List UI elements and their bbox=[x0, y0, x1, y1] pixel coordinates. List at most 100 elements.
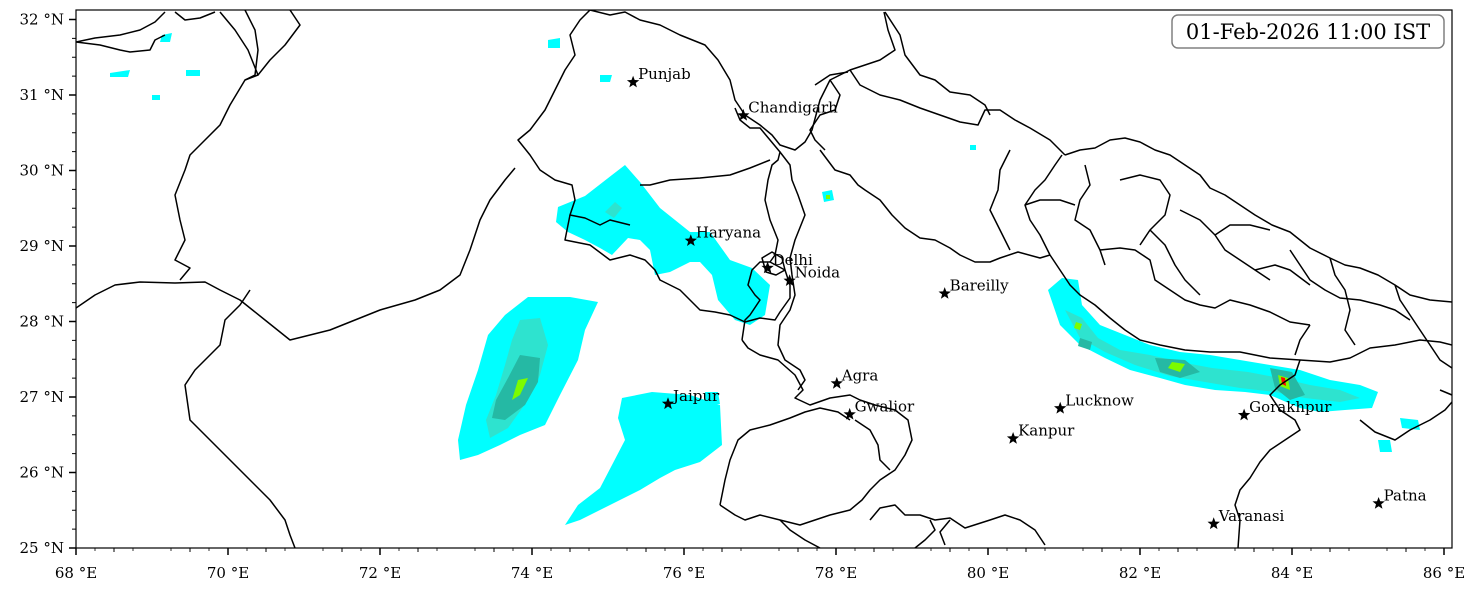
star-icon bbox=[843, 407, 856, 420]
star-icon bbox=[1054, 401, 1067, 414]
precip-area-haryana bbox=[556, 165, 770, 325]
star-icon bbox=[684, 234, 697, 246]
city-label: Noida bbox=[795, 264, 841, 282]
x-axis: 68 °E 70 °E 72 °E 74 °E 76 °E 78 °E 80 °E 82 °E… bbox=[55, 548, 1465, 582]
y-tick-label: 26 °N bbox=[20, 464, 64, 482]
city-label: Delhi bbox=[773, 251, 813, 269]
star-icon bbox=[938, 287, 951, 299]
city-marker-punjab: Punjab bbox=[626, 65, 691, 88]
boundary-pakistan-1 bbox=[174, 11, 259, 281]
city-marker-chandigarh: Chandigarh bbox=[737, 98, 838, 121]
boundary-up-mp-south bbox=[779, 504, 1046, 548]
boundary-mp-rajasthan bbox=[719, 407, 851, 506]
star-icon bbox=[830, 376, 843, 389]
city-label: Agra bbox=[841, 366, 879, 384]
y-tick-label: 29 °N bbox=[20, 237, 64, 255]
city-marker-haryana: Haryana bbox=[684, 224, 761, 246]
boundary-nepal-districts-1 bbox=[1074, 164, 1311, 326]
city-marker-jaipur: Jaipur bbox=[661, 387, 720, 410]
boundary-pakistan-afghan bbox=[76, 10, 259, 81]
city-label: Jaipur bbox=[671, 387, 720, 405]
precip-area-uttarakhand-2 bbox=[826, 195, 830, 199]
precip-area-haryana-inner bbox=[605, 202, 622, 218]
precip-area-jaipur-2 bbox=[705, 392, 720, 404]
precip-area-rajasthan-west-4 bbox=[512, 378, 528, 400]
city-marker-agra: Agra bbox=[830, 366, 879, 389]
y-tick-label: 30 °N bbox=[20, 162, 64, 180]
timestamp-box: 01-Feb-2026 11:00 IST bbox=[1171, 14, 1445, 49]
boundary-lines bbox=[76, 10, 1452, 548]
city-label: Punjab bbox=[638, 65, 691, 83]
y-axis: 25 °N 26 °N 27 °N 28 °N 29 °N 30 °N 31 °N 32 °N bbox=[20, 11, 76, 557]
y-tick-label: 27 °N bbox=[20, 388, 64, 406]
precip-area-jaipur bbox=[565, 392, 722, 525]
city-label: Kanpur bbox=[1018, 422, 1075, 440]
star-icon bbox=[1372, 497, 1385, 509]
boundary-uttarakhand-up bbox=[777, 149, 1051, 391]
star-icon bbox=[737, 108, 750, 121]
y-tick-label: 28 °N bbox=[20, 313, 64, 331]
star-icon bbox=[626, 75, 640, 88]
precip-area-terai-2 bbox=[1065, 310, 1360, 402]
city-marker-bareilly: Bareilly bbox=[938, 277, 1009, 299]
city-label: Varanasi bbox=[1218, 507, 1285, 525]
star-icon bbox=[1237, 408, 1251, 421]
city-label: Lucknow bbox=[1065, 391, 1134, 409]
star-icon bbox=[1006, 432, 1020, 444]
boundary-misc-south bbox=[914, 519, 936, 548]
x-tick-label: 84 °E bbox=[1271, 564, 1313, 582]
city-marker-gorakhpur: Gorakhpur bbox=[1237, 398, 1332, 421]
boundary-bihar-east bbox=[1359, 389, 1452, 441]
city-marker-patna: Patna bbox=[1372, 486, 1427, 509]
y-tick-label: 31 °N bbox=[20, 86, 64, 104]
city-label: Gorakhpur bbox=[1249, 398, 1332, 416]
x-tick-label: 78 °E bbox=[815, 564, 857, 582]
boundary-pakistan-3 bbox=[257, 10, 301, 76]
timestamp-frame bbox=[1171, 14, 1445, 49]
boundary-india-pak-punjab bbox=[517, 10, 631, 226]
x-tick-label: 70 °E bbox=[207, 564, 249, 582]
boundary-nepal-districts-3 bbox=[989, 149, 1311, 296]
boundary-uttarakhand-nepal bbox=[1024, 154, 1063, 256]
city-marker-gwalior: Gwalior bbox=[843, 397, 915, 420]
boundary-jk-hp bbox=[589, 10, 896, 151]
boundary-pakistan-south bbox=[184, 289, 296, 548]
city-marker-kanpur: Kanpur bbox=[1006, 422, 1075, 444]
precipitation-layer bbox=[110, 33, 1420, 525]
plot-area bbox=[76, 10, 1452, 548]
boundary-up-bihar bbox=[1234, 359, 1301, 548]
city-label: Haryana bbox=[696, 224, 761, 242]
boundary-uttarakhand-misc bbox=[809, 11, 991, 151]
star-icon bbox=[661, 397, 675, 410]
boundary-nepal-north bbox=[1064, 137, 1452, 303]
city-marker-lucknow: Lucknow bbox=[1054, 391, 1134, 414]
city-marker-noida: Noida bbox=[783, 264, 841, 286]
city-marker-varanasi: Varanasi bbox=[1207, 507, 1285, 530]
city-marker-delhi: Delhi bbox=[761, 251, 813, 274]
y-tick-label: 32 °N bbox=[20, 11, 64, 29]
city-label: Gwalior bbox=[855, 397, 915, 415]
x-tick-label: 68 °E bbox=[55, 564, 97, 582]
boundary-up-mp bbox=[719, 339, 913, 526]
timestamp-label: 01-Feb-2026 11:00 IST bbox=[1186, 20, 1430, 44]
city-label: Patna bbox=[1384, 486, 1427, 504]
boundary-uttarakhand-tibet bbox=[849, 69, 1066, 156]
city-label: Bareilly bbox=[950, 277, 1009, 295]
boundary-bundelkhand bbox=[854, 419, 891, 471]
precip-area-bihar-spot bbox=[1378, 418, 1420, 452]
boundary-pakistan-2 bbox=[76, 167, 516, 341]
boundary-haryana-rajasthan bbox=[564, 214, 791, 341]
boundary-nepal-south bbox=[1049, 254, 1452, 363]
y-tick-label: 25 °N bbox=[20, 539, 64, 557]
star-icon bbox=[1207, 517, 1220, 530]
city-label: Chandigarh bbox=[748, 98, 838, 116]
x-tick-label: 74 °E bbox=[511, 564, 553, 582]
precip-area-terai-3 bbox=[1078, 338, 1305, 400]
x-tick-label: 86 °E bbox=[1423, 564, 1465, 582]
plot-frame bbox=[75, 9, 1453, 549]
boundary-nepal-districts-4 bbox=[1294, 257, 1452, 369]
boundary-punjab-haryana bbox=[640, 107, 781, 263]
boundary-delhi bbox=[761, 251, 786, 276]
